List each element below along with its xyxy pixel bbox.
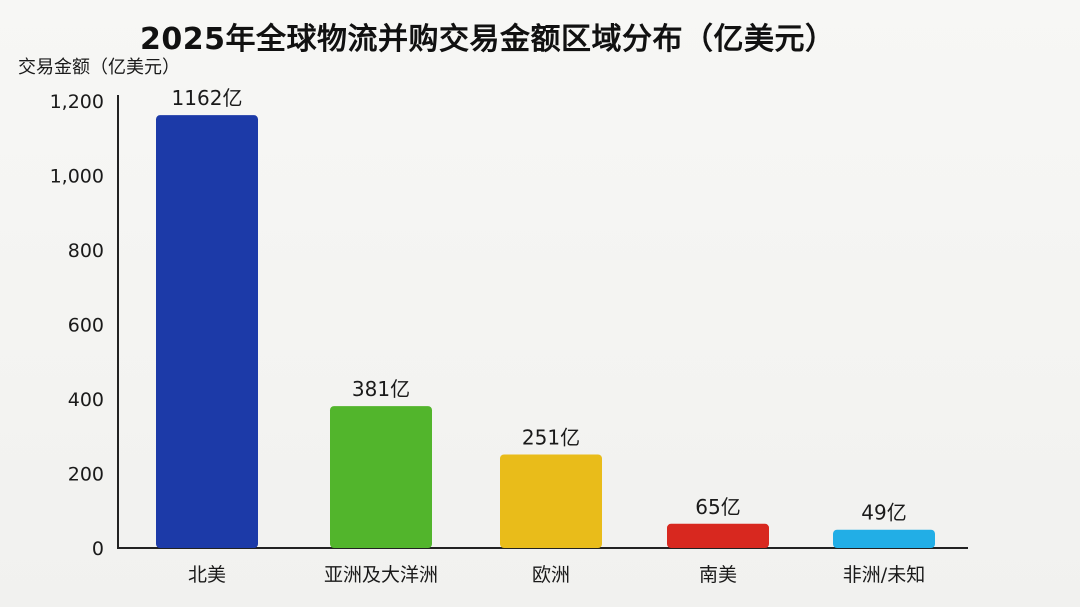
bar [156, 115, 258, 548]
x-category-label: 非洲/未知 [843, 564, 925, 586]
bar [833, 529, 935, 548]
y-tick-label: 0 [92, 538, 104, 560]
bar-value-label: 381亿 [352, 377, 410, 401]
y-axis-title: 交易金额（亿美元） [18, 57, 180, 78]
x-category-label: 欧洲 [532, 564, 570, 586]
y-tick-label: 1,000 [50, 166, 104, 188]
bar-value-label: 251亿 [522, 426, 580, 450]
bar [667, 523, 769, 548]
x-category-label: 亚洲及大洋洲 [324, 564, 438, 586]
y-tick-label: 400 [68, 389, 104, 411]
bar-value-label: 65亿 [695, 495, 740, 519]
y-tick-label: 1,200 [50, 91, 104, 113]
chart-title: 2025年全球物流并购交易金额区域分布（亿美元） [140, 22, 836, 57]
y-tick-label: 800 [68, 240, 104, 262]
x-category-label: 北美 [188, 564, 226, 586]
y-tick-label: 200 [68, 464, 104, 486]
y-tick-label: 600 [68, 315, 104, 337]
bar [500, 454, 602, 548]
bar-value-label: 1162亿 [172, 86, 243, 110]
bar [330, 406, 432, 548]
bar-value-label: 49亿 [861, 501, 906, 525]
x-category-label: 南美 [699, 564, 737, 586]
